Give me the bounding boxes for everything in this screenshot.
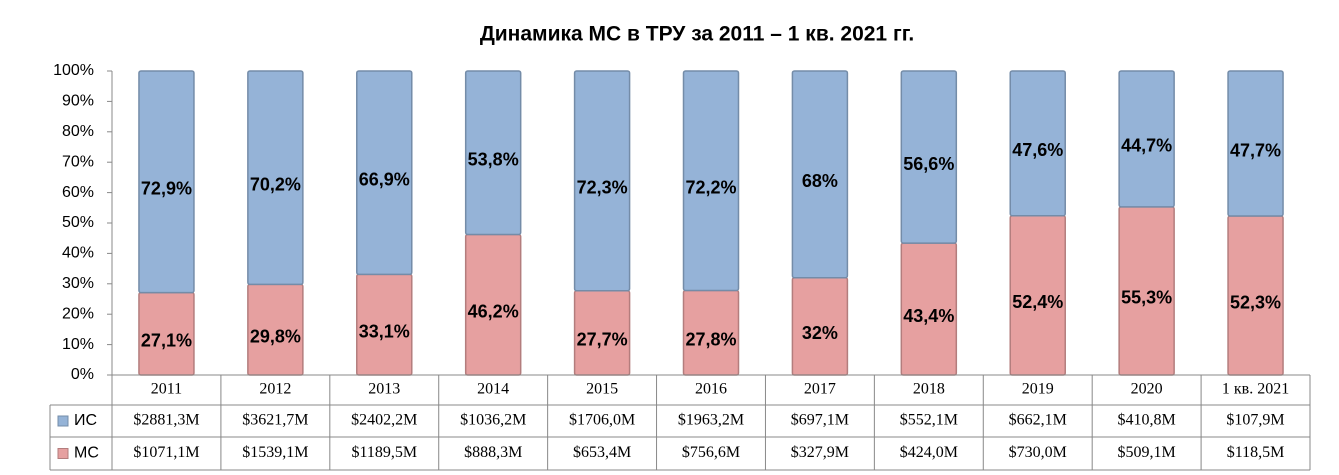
y-tick-label: 60% [62, 184, 94, 201]
table-cell: $327,9M [791, 444, 849, 461]
y-tick-label: 50% [62, 214, 94, 231]
bar-segment [1009, 70, 1066, 217]
x-tick-label: 2012 [259, 381, 291, 398]
x-tick-label: 2015 [586, 381, 618, 398]
x-tick-label: 2013 [368, 381, 400, 398]
table-cell: $1036,2M [460, 412, 526, 429]
table-cell: $509,1M [1118, 444, 1176, 461]
y-tick-label: 100% [53, 62, 94, 79]
table-cell: $1706,0M [569, 412, 635, 429]
x-tick-label: 2020 [1131, 381, 1163, 398]
table-cell: $756,6M [682, 444, 740, 461]
value-label: 52,3% [1230, 292, 1281, 312]
value-label: 47,7% [1230, 140, 1281, 160]
value-label: 43,4% [903, 306, 954, 326]
table-cell: $552,1M [900, 412, 958, 429]
table-cell: $424,0M [900, 444, 958, 461]
x-tick-label: 2017 [804, 381, 836, 398]
table-cell: $888,3M [464, 444, 522, 461]
bar-segment [247, 70, 304, 286]
bar-segment [1118, 70, 1175, 208]
value-label: 29,8% [250, 326, 301, 346]
chart-title: Динамика МС в ТРУ за 2011 – 1 кв. 2021 г… [480, 23, 914, 46]
value-label: 56,6% [903, 154, 954, 174]
value-label: 46,2% [468, 302, 519, 322]
y-tick-label: 90% [62, 93, 94, 110]
table-cell: $1071,1M [133, 444, 199, 461]
value-label: 27,7% [577, 330, 628, 350]
table-cell: $410,8M [1118, 412, 1176, 429]
value-label: 27,8% [685, 329, 736, 349]
legend-label: ИС [74, 412, 97, 429]
value-label: 72,3% [577, 178, 628, 198]
x-tick-label: 2011 [151, 381, 182, 398]
table-cell: $3621,7M [242, 412, 308, 429]
table-cell: $730,0M [1009, 444, 1067, 461]
table-cell: $1539,1M [242, 444, 308, 461]
value-label: 52,4% [1012, 292, 1063, 312]
table-cell: $107,9M [1226, 412, 1284, 429]
x-tick-label: 2016 [695, 381, 727, 398]
legend-swatch [57, 415, 69, 427]
y-tick-label: 10% [62, 336, 94, 353]
table-cell: $1189,5M [351, 444, 417, 461]
table-cell: $697,1M [791, 412, 849, 429]
table-cell: $2881,3M [133, 412, 199, 429]
bar-segment [791, 70, 849, 279]
bar-segment [682, 70, 740, 292]
bar-segment [464, 70, 522, 236]
y-tick-label: 0% [71, 366, 94, 383]
x-tick-label: 1 кв. 2021 [1222, 381, 1289, 398]
value-label: 33,1% [359, 321, 410, 341]
value-label: 53,8% [468, 150, 519, 170]
bar-segment [356, 70, 413, 276]
bar-segment [138, 70, 195, 294]
value-label: 32% [802, 323, 838, 343]
legend-label: МС [74, 445, 99, 462]
value-label: 47,6% [1012, 140, 1063, 160]
value-label: 44,7% [1121, 136, 1172, 156]
value-label: 27,1% [141, 331, 192, 351]
table-cell: $662,1M [1009, 412, 1067, 429]
table-cell: $1963,2M [678, 412, 744, 429]
x-tick-label: 2019 [1022, 381, 1054, 398]
bar-segment [573, 70, 631, 292]
legend-swatch [57, 448, 69, 459]
x-tick-label: 2014 [477, 381, 509, 398]
y-tick-label: 40% [62, 245, 94, 262]
y-tick-label: 80% [62, 123, 94, 140]
table-cell: $118,5M [1227, 444, 1285, 461]
value-label: 68% [802, 171, 838, 191]
value-label: 66,9% [359, 169, 410, 189]
y-tick-label: 70% [62, 153, 94, 170]
x-tick-label: 2018 [913, 381, 945, 398]
value-label: 55,3% [1121, 288, 1172, 308]
value-label: 72,2% [685, 177, 736, 197]
bar-segment [900, 70, 958, 244]
value-label: 72,9% [141, 179, 192, 199]
table-cell: $2402,2M [351, 412, 417, 429]
table-cell: $653,4M [573, 444, 631, 461]
value-label: 70,2% [250, 174, 301, 194]
bar-segment [1227, 70, 1284, 217]
y-tick-label: 20% [62, 305, 94, 322]
y-tick-label: 30% [62, 275, 94, 292]
